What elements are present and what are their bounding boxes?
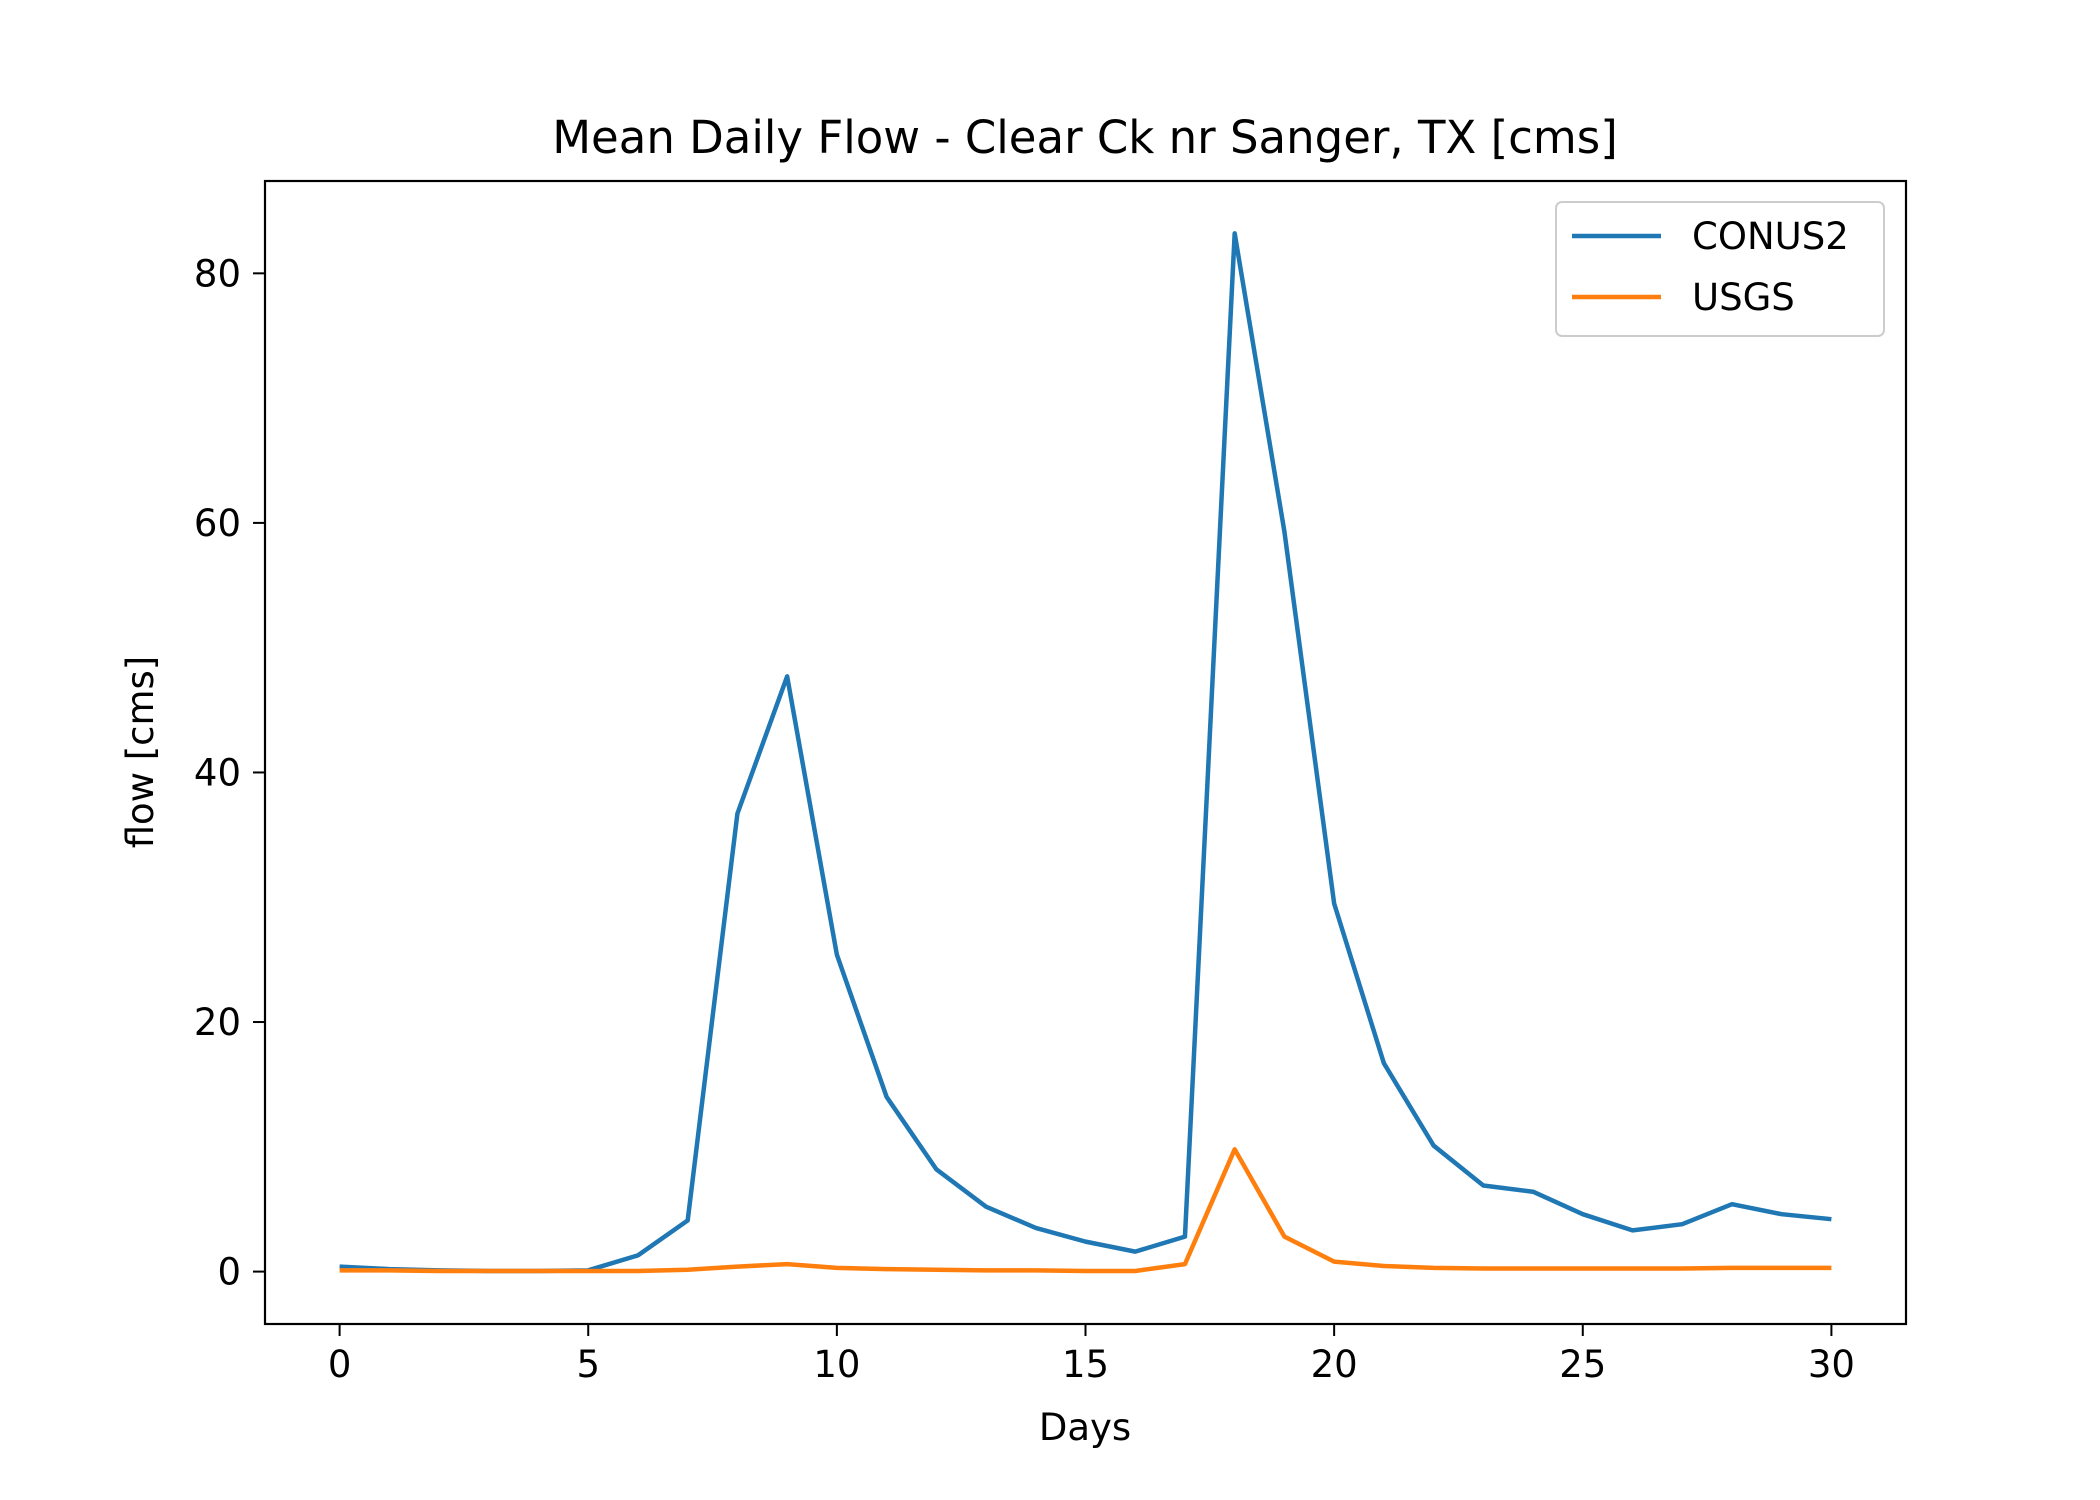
x-tick-label: 20 (1311, 1343, 1358, 1386)
y-tick-label: 20 (194, 1001, 241, 1044)
x-tick-label: 30 (1808, 1343, 1855, 1386)
series-lines (339, 231, 1832, 1274)
axes-frame (263, 179, 1908, 1326)
legend: CONUS2 USGS (1555, 201, 1885, 337)
x-axis: 0 5 10 15 20 25 30 (328, 1324, 1855, 1386)
chart-title: Mean Daily Flow - Clear Ck nr Sanger, TX… (552, 111, 1618, 164)
legend-label-conus2: CONUS2 (1692, 215, 1849, 258)
x-tick-label: 25 (1559, 1343, 1606, 1386)
y-tick-label: 80 (194, 252, 241, 295)
x-tick-label: 15 (1062, 1343, 1109, 1386)
legend-label-usgs: USGS (1692, 276, 1795, 319)
y-tick-label: 60 (194, 502, 241, 545)
y-axis: 0 20 40 60 80 (194, 252, 265, 1294)
x-tick-label: 10 (813, 1343, 860, 1386)
series-line-conus2 (339, 231, 1832, 1274)
x-tick-label: 0 (328, 1343, 352, 1386)
plot-area (263, 179, 1908, 1326)
series-line-usgs (339, 1147, 1832, 1274)
y-tick-label: 40 (194, 751, 241, 794)
y-tick-label: 0 (217, 1251, 241, 1294)
x-axis-label: Days (1039, 1406, 1131, 1449)
x-tick-label: 5 (576, 1343, 600, 1386)
y-axis-label: flow [cms] (119, 656, 162, 849)
